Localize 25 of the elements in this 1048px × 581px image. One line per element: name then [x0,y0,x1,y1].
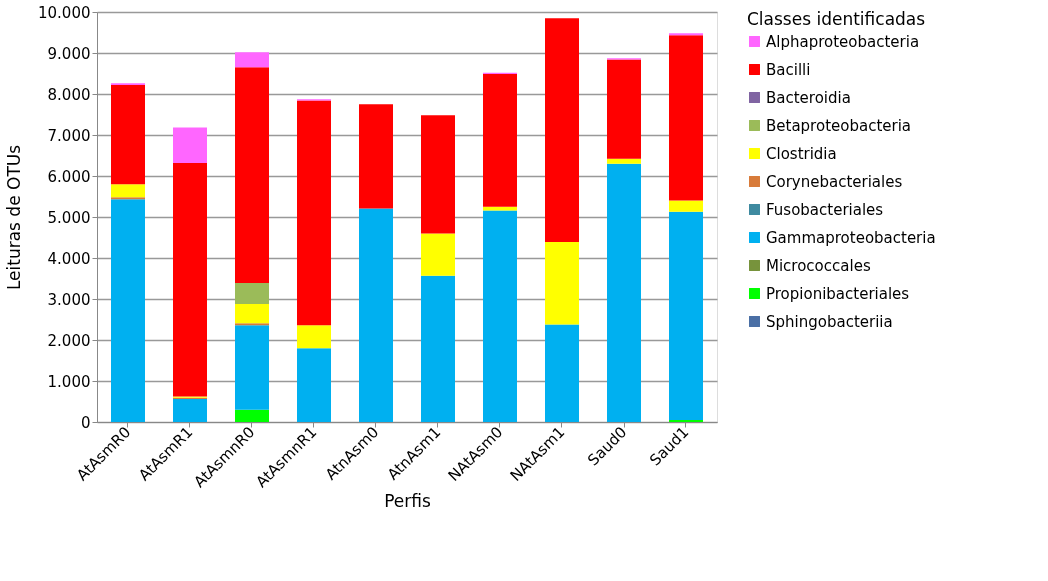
y-tick-label: 2.000 [47,331,91,350]
y-axis-title: Leituras de OTUs [4,144,25,291]
y-tick-label: 5.000 [47,208,91,227]
legend-label: Propionibacteriales [766,284,910,303]
y-tick-label: 0 [80,413,91,432]
legend-title: Classes identificadas [747,9,926,29]
y-tick-label: 1.000 [47,372,91,391]
x-axis-title: Perfis [384,491,431,512]
y-tick-label: 4.000 [47,249,91,268]
legend-label: Gammaproteobacteria [766,228,936,247]
legend-label: Alphaproteobacteria [766,32,920,51]
y-tick-label: 10.000 [38,3,91,22]
legend-label: Corynebacteriales [766,172,903,191]
legend-label: Bacilli [766,60,811,79]
y-tick-label: 6.000 [47,167,91,186]
legend-label: Sphingobacteriia [766,312,893,331]
y-tick-label: 9.000 [47,44,91,63]
legend-label: Bacteroidia [766,88,851,107]
legend-label: Micrococcales [766,256,871,275]
y-tick-label: 7.000 [47,126,91,145]
y-tick-label: 8.000 [47,85,91,104]
legend-label: Clostridia [766,144,837,163]
y-tick-label: 3.000 [47,290,91,309]
legend-label: Fusobacteriales [766,200,884,219]
legend-label: Betaproteobacteria [766,116,912,135]
